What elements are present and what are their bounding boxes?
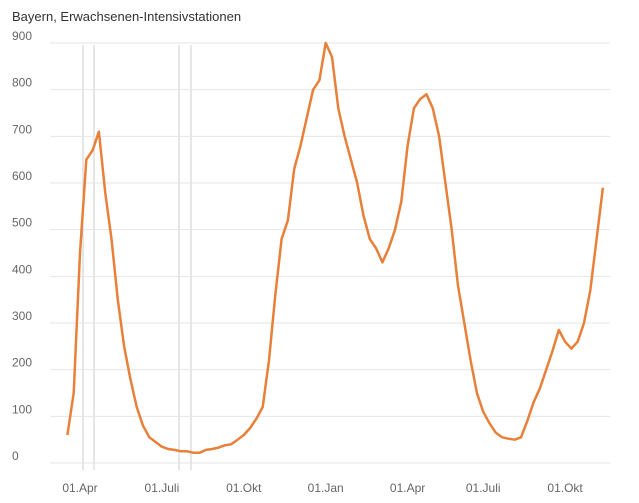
x-tick-label: 01.Apr — [390, 481, 425, 495]
y-tick-label: 800 — [12, 76, 32, 90]
data-line — [66, 41, 605, 454]
y-tick-label: 100 — [12, 402, 32, 416]
x-tick-label: 01.Jan — [308, 481, 344, 495]
x-tick-label: 01.Apr — [62, 481, 97, 495]
y-tick-label: 700 — [12, 122, 32, 136]
y-tick-label: 600 — [12, 169, 32, 183]
y-tick-label: 500 — [12, 216, 32, 230]
y-tick-label: 200 — [12, 356, 32, 370]
x-tick-label: 01.Okt — [547, 481, 583, 495]
y-tick-label: 0 — [12, 449, 19, 463]
x-tick-label: 01.Juli — [466, 481, 501, 495]
y-tick-label: 400 — [12, 262, 32, 276]
y-tick-label: 900 — [12, 29, 32, 43]
y-tick-label: 300 — [12, 309, 32, 323]
x-tick-label: 01.Juli — [145, 481, 180, 495]
chart-title: Bayern, Erwachsenen-Intensivstationen — [12, 9, 241, 24]
x-tick-label: 01.Okt — [226, 481, 262, 495]
event-markers — [82, 45, 192, 470]
